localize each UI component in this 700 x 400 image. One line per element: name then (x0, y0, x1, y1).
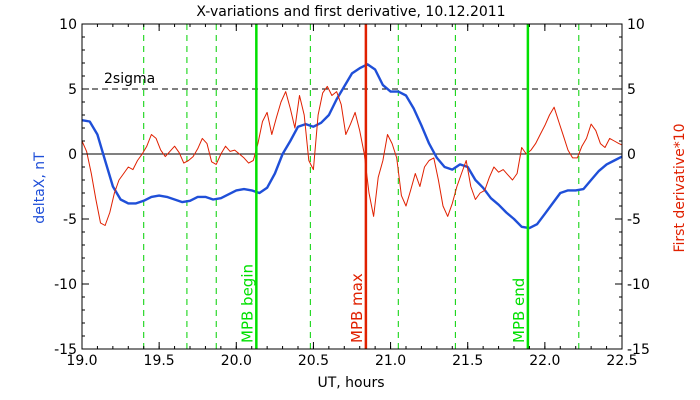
series-line-deltax (81, 63, 623, 230)
x-tick-label: 22.0 (529, 353, 560, 369)
y-tick-label-left: -10 (54, 277, 77, 293)
x-tick-label: 19.0 (66, 353, 97, 369)
y-tick-label-left: 5 (68, 82, 77, 98)
plot-area: MPB begin MPB max MPB end 19.0 19.5 20.0 20.5 2… (54, 17, 650, 369)
x-tick-label: 19.5 (144, 353, 175, 369)
y-tick-label-right: 0 (627, 147, 636, 163)
y-tick-label-right: -5 (627, 212, 641, 228)
x-tick-label: 20.0 (221, 353, 252, 369)
x-tick-label: 22.5 (606, 353, 637, 369)
y-tick-label-left: -15 (54, 342, 77, 358)
plot-frame (81, 23, 623, 350)
y-axis-left-label: deltaX, nT (32, 152, 48, 224)
y-tick-label-left: 0 (68, 147, 77, 163)
chart-title: X-variations and first derivative, 10.12… (196, 4, 505, 20)
x-tick-label: 21.0 (375, 353, 406, 369)
y-tick-label-right: -10 (627, 277, 650, 293)
marker-label: MPB max (348, 273, 366, 343)
y-tick-label-right: 10 (627, 17, 645, 33)
y-tick-label-right: -15 (627, 342, 650, 358)
y-tick-label-left: -5 (63, 212, 77, 228)
sigma-label: 2sigma (104, 71, 155, 87)
x-tick-label: 20.5 (298, 353, 329, 369)
x-axis-label: UT, hours (317, 375, 384, 391)
y-axis-right-label: First derivative*10 (672, 123, 688, 252)
y-tick-label-right: 5 (627, 82, 636, 98)
marker-label: MPB begin (238, 264, 256, 343)
x-tick-label: 21.5 (452, 353, 483, 369)
marker-label: MPB end (510, 278, 528, 343)
y-tick-label-left: 10 (59, 17, 77, 33)
series-line-derivative (81, 85, 623, 226)
